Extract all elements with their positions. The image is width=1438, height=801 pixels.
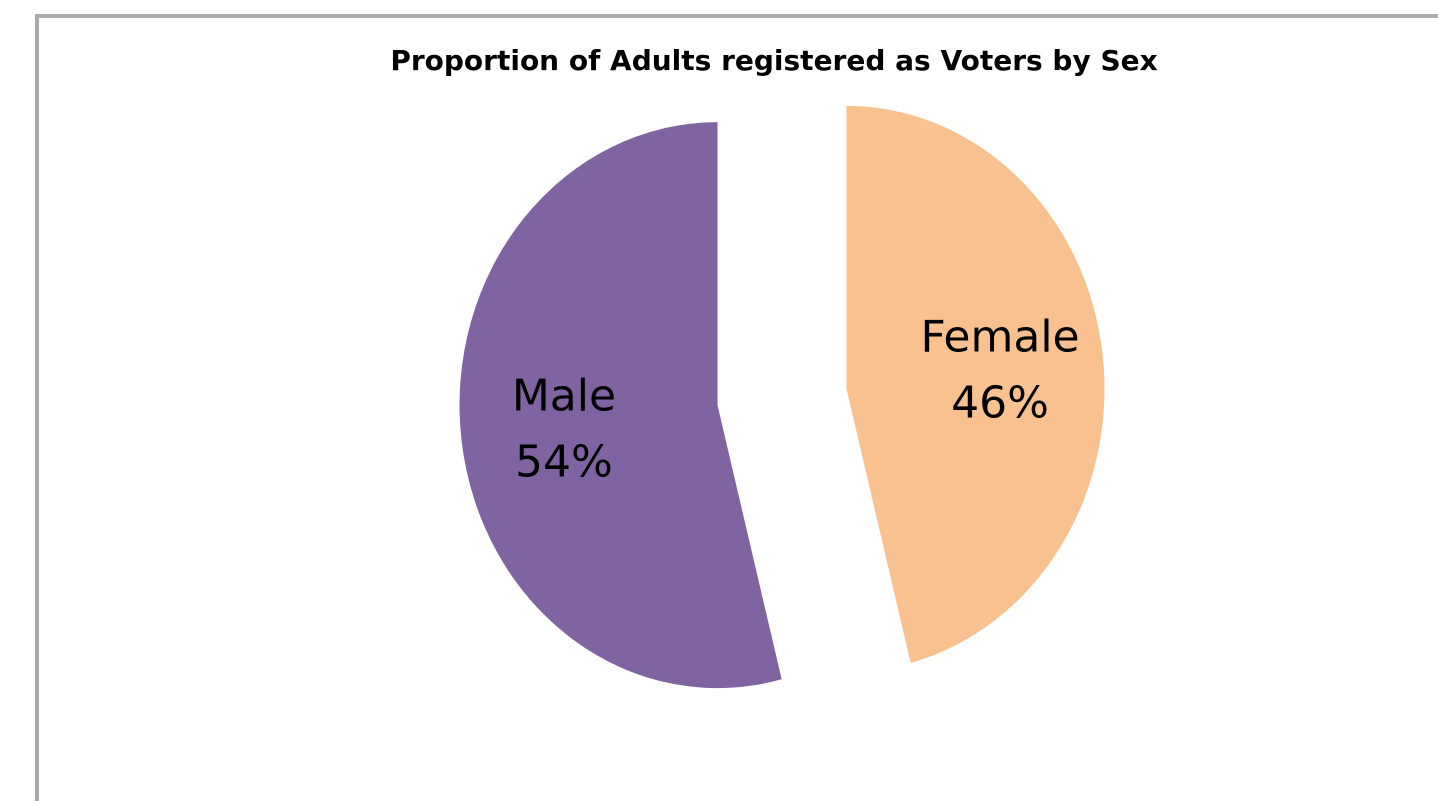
slice-category-label: Male (512, 370, 616, 421)
slice-value-label: 54% (515, 436, 613, 487)
pie-slice (846, 105, 1105, 663)
slice-value-label: 46% (951, 378, 1049, 429)
slice-category-label: Female (921, 312, 1080, 363)
pie-slice (459, 122, 782, 689)
chart-title: Proportion of Adults registered as Voter… (390, 44, 1157, 77)
